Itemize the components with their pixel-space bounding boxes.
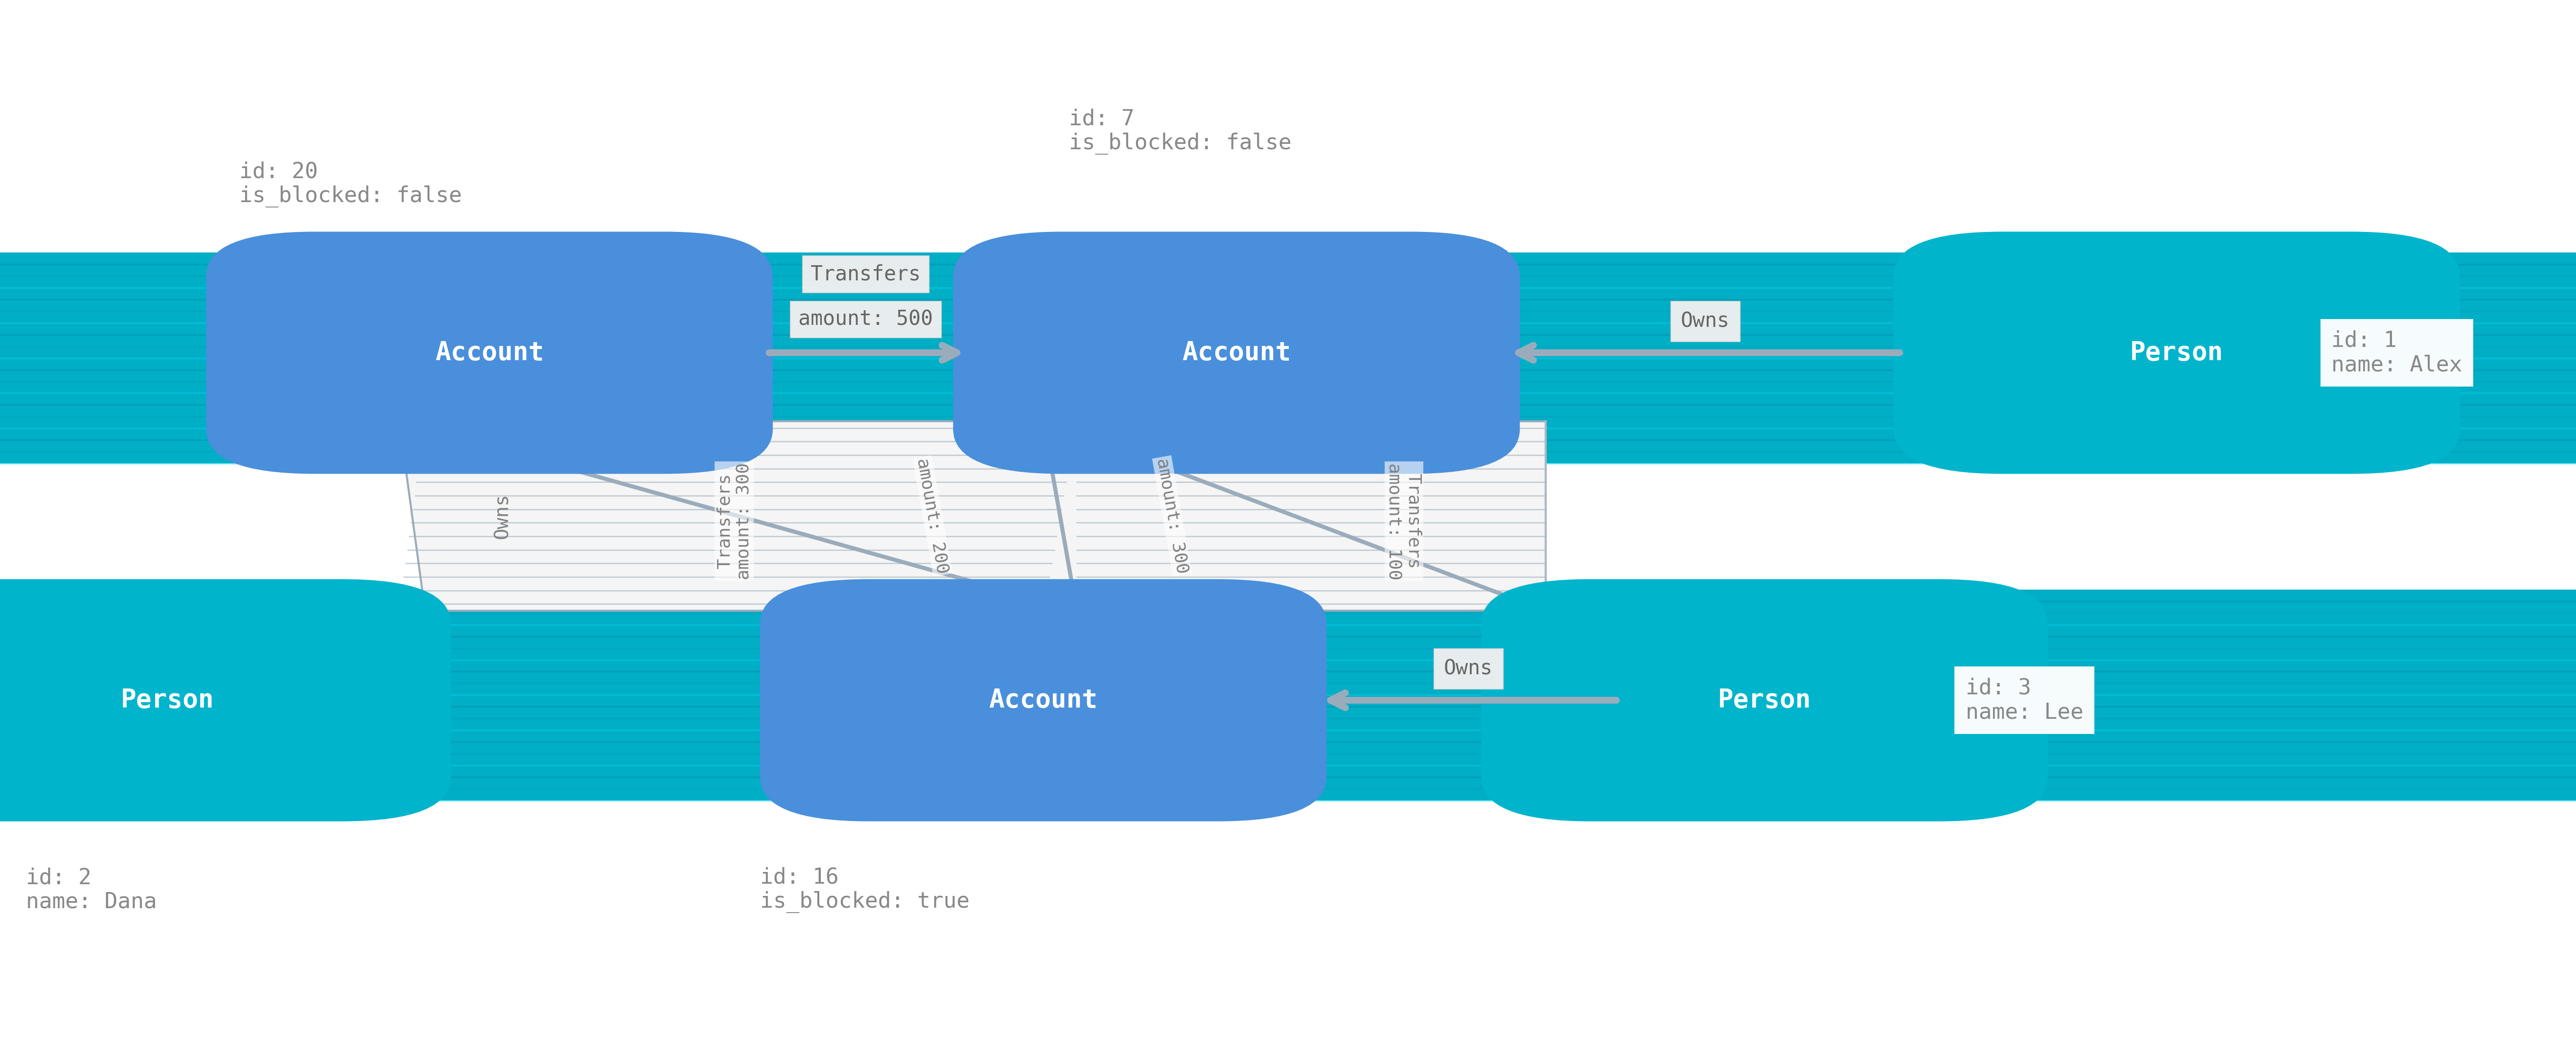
Text: Owns: Owns <box>1680 311 1731 332</box>
Text: Person: Person <box>121 688 214 713</box>
Text: amount: 200: amount: 200 <box>914 457 951 575</box>
Text: id: 20
is_blocked: false: id: 20 is_blocked: false <box>240 161 461 207</box>
Polygon shape <box>1043 421 1546 611</box>
Text: id: 3
name: Lee: id: 3 name: Lee <box>1965 677 2084 723</box>
Text: Owns: Owns <box>1443 658 1494 679</box>
Text: Account: Account <box>1182 340 1291 365</box>
Polygon shape <box>399 421 1077 611</box>
Text: Account: Account <box>989 688 1097 713</box>
Text: Transfers
amount: 100: Transfers amount: 100 <box>1386 462 1422 580</box>
Text: Owns: Owns <box>492 493 513 539</box>
FancyBboxPatch shape <box>1893 232 2460 474</box>
Text: Transfers: Transfers <box>811 263 920 284</box>
Text: id: 1
name: Alex: id: 1 name: Alex <box>2331 330 2463 376</box>
FancyBboxPatch shape <box>760 579 1327 821</box>
Bar <box>0 590 2576 800</box>
Text: amount: 500: amount: 500 <box>799 309 933 330</box>
FancyBboxPatch shape <box>953 232 1520 474</box>
Text: id: 2
name: Dana: id: 2 name: Dana <box>26 867 157 913</box>
Text: Person: Person <box>2130 340 2223 365</box>
FancyBboxPatch shape <box>0 579 451 821</box>
FancyBboxPatch shape <box>1481 579 2048 821</box>
Text: Account: Account <box>435 340 544 365</box>
Text: Person: Person <box>1718 688 1811 713</box>
Bar <box>0 253 2576 463</box>
Text: Transfers
amount: 300: Transfers amount: 300 <box>716 462 752 580</box>
Text: id: 7
is_blocked: false: id: 7 is_blocked: false <box>1069 108 1291 155</box>
Text: amount: 300: amount: 300 <box>1154 457 1190 575</box>
Text: id: 16
is_blocked: true: id: 16 is_blocked: true <box>760 867 969 913</box>
FancyBboxPatch shape <box>206 232 773 474</box>
